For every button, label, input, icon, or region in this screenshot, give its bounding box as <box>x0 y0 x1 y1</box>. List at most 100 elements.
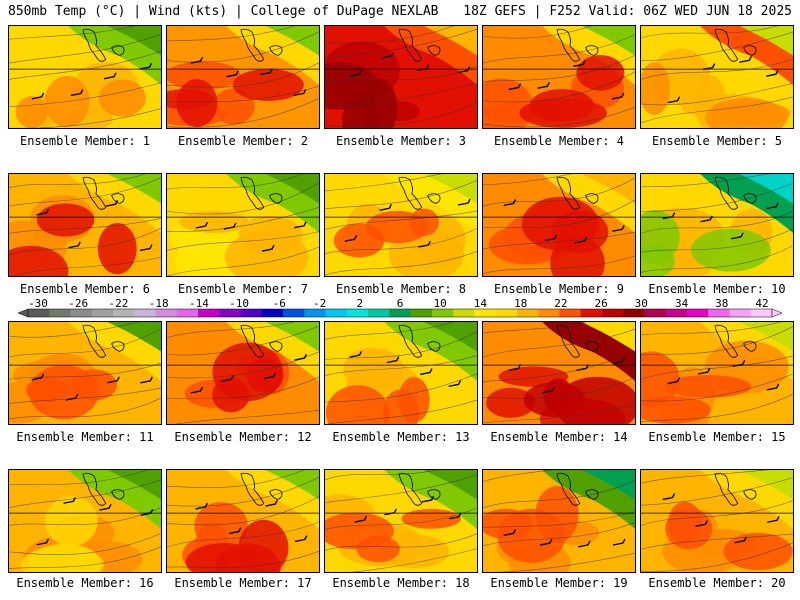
warm-anomaly <box>401 508 461 529</box>
colorbar-swatch <box>453 309 475 317</box>
colorbar-swatch <box>750 309 773 317</box>
colorbar-swatch <box>601 309 624 317</box>
height-contour <box>9 507 161 526</box>
great-lakes-outline <box>556 472 599 506</box>
coldest-region <box>423 470 477 500</box>
height-contour <box>483 322 587 334</box>
ensemble-member-label: Ensemble Member: 16 <box>16 576 154 590</box>
warm-anomaly <box>9 245 69 276</box>
height-contour <box>167 86 319 103</box>
colorbar-tick-label: 38 <box>715 297 728 310</box>
wind-barb <box>544 234 558 242</box>
wind-barb <box>354 515 368 523</box>
height-contour <box>641 373 793 402</box>
colorbar-swatch <box>219 309 241 317</box>
height-contour <box>325 373 477 403</box>
height-contour <box>9 322 140 338</box>
height-contour <box>641 83 793 106</box>
great-lakes-outline <box>556 324 599 358</box>
height-contour <box>325 82 477 106</box>
coldest-region <box>107 470 161 500</box>
wind-barb <box>381 51 395 59</box>
wind-barb <box>31 373 45 381</box>
ensemble-member-label: Ensemble Member: 11 <box>16 430 154 444</box>
height-contour <box>350 548 477 572</box>
colorbar-swatch <box>198 309 220 317</box>
height-contour <box>483 71 635 103</box>
wind-barb <box>700 215 713 223</box>
colorbar-swatch <box>708 309 730 317</box>
warm-anomaly <box>409 208 439 237</box>
wind-barb <box>349 70 363 77</box>
height-contour <box>167 376 319 400</box>
model-run-info: 18Z GEFS | F252 Valid: 06Z WED JUN 18 20… <box>463 4 792 19</box>
wind-barb <box>294 221 307 229</box>
colorbar-swatch <box>495 309 518 317</box>
wind-barb <box>573 60 586 68</box>
wind-barb <box>612 225 625 232</box>
great-lakes-outline <box>714 176 757 210</box>
ensemble-member-label: Ensemble Member: 7 <box>177 282 309 296</box>
colorbar-tick-label: -22 <box>108 297 128 310</box>
wind-barb <box>766 202 779 210</box>
height-contour <box>483 231 635 250</box>
warm-anomaly <box>576 55 625 91</box>
wind-barb <box>503 199 517 207</box>
wind-barb <box>228 527 242 535</box>
great-lakes-outline <box>556 28 599 62</box>
height-contour <box>483 26 593 39</box>
height-contour <box>167 182 319 215</box>
height-contour <box>9 82 161 107</box>
ensemble-member-label: Ensemble Member: 2 <box>177 134 309 148</box>
warm-anomaly <box>667 501 703 544</box>
great-lakes-outline <box>714 472 757 506</box>
wind-barb <box>384 508 397 516</box>
colorbar-swatch <box>304 309 326 317</box>
height-contour <box>641 96 793 124</box>
colorbar-tick-label: -18 <box>149 297 169 310</box>
height-contour <box>325 533 477 551</box>
height-contour <box>325 26 455 44</box>
ensemble-member-label: Ensemble Member: 9 <box>493 282 625 296</box>
height-contour <box>483 174 573 186</box>
wind-barb <box>612 538 626 546</box>
height-contour <box>167 31 319 63</box>
wind-barb <box>190 386 204 394</box>
ensemble-panel-12 <box>166 321 320 425</box>
wind-barb <box>36 208 50 216</box>
great-lakes-outline <box>556 176 599 210</box>
wind-barb <box>574 236 588 244</box>
ensemble-panel-20 <box>640 469 794 573</box>
height-contour <box>641 393 793 423</box>
coldest-region <box>107 26 161 56</box>
coldest-region <box>739 26 793 56</box>
colorbar-tick-label: 26 <box>594 297 607 310</box>
warm-anomaly <box>45 496 98 547</box>
wind-barb <box>139 62 153 70</box>
ensemble-member-label: Ensemble Member: 18 <box>332 576 470 590</box>
great-lakes-outline <box>82 324 125 358</box>
great-lakes-outline <box>82 176 125 210</box>
wind-barb <box>731 232 744 240</box>
ensemble-member-label: Ensemble Member: 6 <box>19 282 151 296</box>
height-contour <box>9 362 161 380</box>
temperature-field-map <box>641 322 793 424</box>
wind-barb <box>542 386 555 394</box>
ensemble-panel-3 <box>324 25 478 129</box>
wind-barb <box>344 235 358 242</box>
wind-barb <box>503 529 517 536</box>
temperature-field-map <box>641 174 793 276</box>
wind-barb <box>260 68 273 76</box>
height-contour <box>167 246 319 276</box>
coldest-region <box>581 322 635 352</box>
warm-anomaly <box>664 374 752 398</box>
height-contour <box>483 255 635 274</box>
wind-barb <box>140 376 153 384</box>
ensemble-panel-13 <box>324 321 478 425</box>
colorbar-swatch <box>49 309 71 317</box>
height-contour <box>9 479 161 509</box>
wind-barb <box>36 538 50 546</box>
wind-barb <box>107 376 120 384</box>
warm-anomaly <box>167 89 214 110</box>
ensemble-member-label: Ensemble Member: 12 <box>174 430 312 444</box>
